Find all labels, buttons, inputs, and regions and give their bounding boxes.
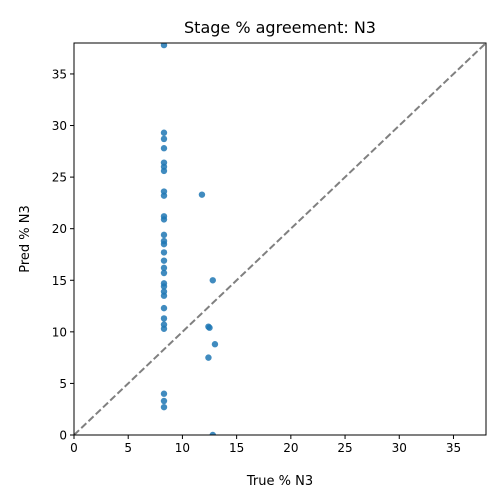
data-point bbox=[160, 283, 168, 290]
data-point bbox=[160, 304, 168, 312]
plot-area: 0 5 10 15 20 25 30 35 0 5 10 15 20 25 30 35 bbox=[52, 42, 487, 455]
y-tick-label: 35 bbox=[52, 67, 67, 81]
data-point bbox=[160, 192, 168, 199]
data-point bbox=[160, 145, 168, 152]
x-tick-label: 15 bbox=[229, 441, 244, 455]
y-tick-label: 20 bbox=[52, 222, 67, 236]
data-point bbox=[160, 231, 168, 239]
data-point bbox=[209, 431, 216, 435]
x-tick-label: 0 bbox=[70, 441, 78, 455]
data-point bbox=[160, 269, 168, 277]
data-point bbox=[160, 240, 168, 248]
data-point bbox=[160, 264, 168, 272]
data-point bbox=[205, 354, 212, 361]
plot-frame bbox=[73, 42, 487, 436]
data-point bbox=[160, 325, 168, 332]
y-tick-label: 15 bbox=[52, 274, 67, 288]
y-axis-label: Pred % N3 bbox=[18, 205, 33, 273]
y-tick-label: 0 bbox=[59, 429, 67, 443]
x-tick-label: 25 bbox=[337, 441, 352, 455]
data-points bbox=[160, 43, 219, 435]
data-point bbox=[206, 324, 213, 331]
y-tick-label: 10 bbox=[52, 325, 67, 339]
x-tick-label: 5 bbox=[124, 441, 132, 455]
data-point bbox=[160, 315, 168, 322]
data-point bbox=[160, 216, 168, 223]
data-point bbox=[160, 167, 168, 175]
data-point bbox=[160, 129, 168, 136]
data-point bbox=[160, 249, 168, 256]
x-axis-label: True % N3 bbox=[246, 474, 313, 489]
x-tick-label: 35 bbox=[446, 441, 461, 455]
chart-title: Stage % agreement: N3 bbox=[184, 18, 376, 37]
data-point bbox=[160, 292, 168, 299]
reference-line bbox=[74, 43, 486, 435]
data-point bbox=[160, 257, 168, 264]
x-tick-label: 30 bbox=[392, 441, 407, 455]
y-tick-label: 5 bbox=[59, 377, 67, 391]
y-tick-label: 25 bbox=[52, 171, 67, 185]
data-point bbox=[160, 390, 168, 397]
data-point bbox=[160, 397, 168, 405]
x-tick-label: 10 bbox=[175, 441, 190, 455]
data-point bbox=[209, 277, 216, 284]
y-tick-label: 30 bbox=[52, 119, 67, 133]
data-point bbox=[211, 341, 219, 348]
data-point bbox=[160, 135, 168, 143]
data-point bbox=[160, 403, 168, 411]
data-point bbox=[198, 191, 206, 198]
x-tick-label: 20 bbox=[283, 441, 298, 455]
data-point bbox=[160, 43, 168, 49]
